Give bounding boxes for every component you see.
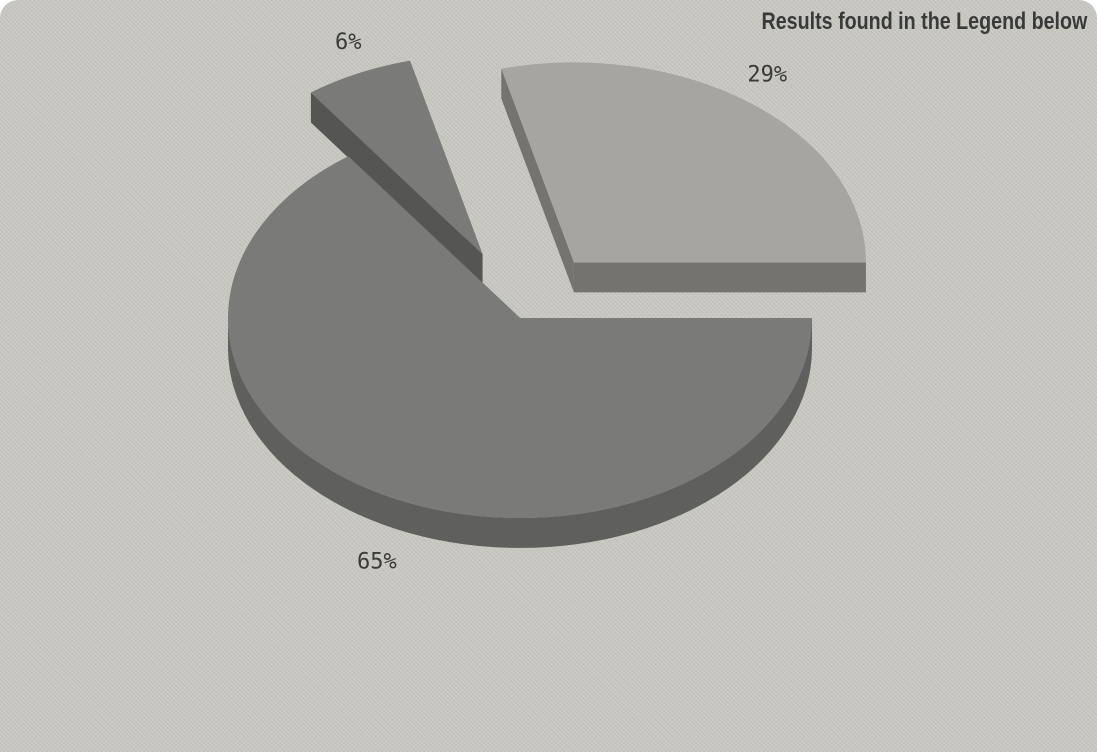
slice-top: [501, 62, 866, 263]
slice-side-wall: [501, 68, 574, 293]
slice-top: [228, 156, 813, 518]
chart-note: Results found in the Legend below: [761, 8, 1087, 35]
slices-layer: [228, 60, 866, 548]
slice-side-wall: [310, 92, 483, 285]
pie-slice-65: [228, 156, 813, 548]
labels-layer: 65% 6% 29%: [335, 30, 787, 575]
pie-slice-6: [310, 60, 483, 285]
pie-slice-29: [501, 62, 866, 293]
slice-side-wall: [573, 262, 866, 293]
slice-label-6: 6%: [335, 30, 362, 55]
slice-top: [310, 60, 483, 255]
slice-label-65: 65%: [357, 549, 397, 574]
slice-label-29: 29%: [747, 63, 787, 88]
